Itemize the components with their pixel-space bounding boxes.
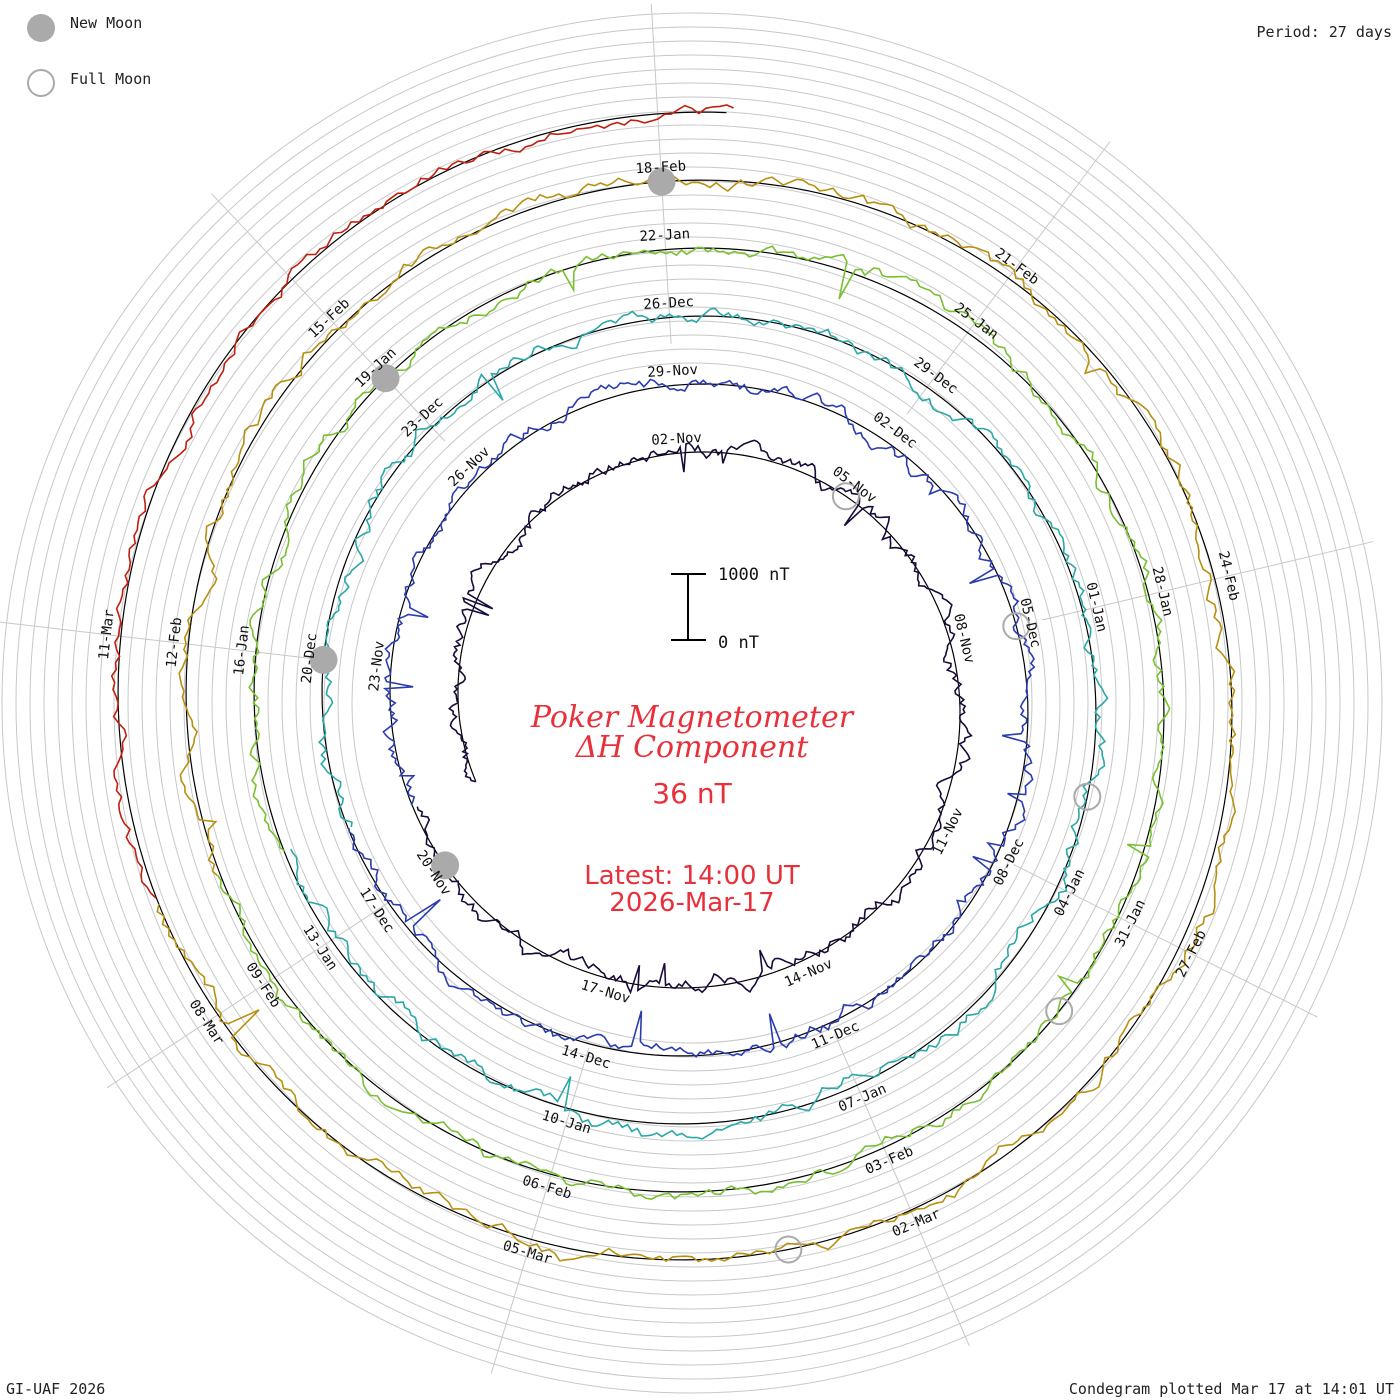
date-label: 21-Feb (992, 245, 1042, 288)
credit-label: GI-UAF 2026 (6, 1380, 106, 1398)
date-label: 11-Mar (96, 609, 118, 661)
date-label: 23-Nov (366, 640, 388, 692)
grid-ring (85, 96, 1299, 1310)
grid-ring (295, 306, 1089, 1100)
full-moon-marker (774, 1235, 803, 1264)
grid-ring (127, 138, 1257, 1268)
radial-spoke (106, 900, 392, 1089)
latest-date: 2026-Mar-17 (609, 888, 774, 918)
data-series-line (156, 175, 1237, 1263)
grid-ring (29, 40, 1355, 1366)
date-label: 23-Dec (399, 394, 447, 440)
baseline-spiral (117, 111, 1233, 1261)
center-text: Poker Magnetometer ΔH Component 36 nT La… (530, 700, 855, 918)
scale-bar-top-label: 1000 nT (718, 565, 790, 585)
grid-ring (15, 26, 1369, 1380)
date-label: 29-Nov (647, 362, 698, 381)
data-series-line (217, 245, 1171, 1201)
grid-ring (309, 320, 1075, 1086)
new-moon-marker (371, 364, 400, 393)
data-traces (110, 104, 1237, 1263)
date-label: 08-Mar (186, 997, 227, 1048)
full-moon-marker (1002, 612, 1031, 641)
new-moon-marker (647, 167, 676, 196)
date-label: 16-Jan (231, 624, 253, 676)
new-moon-legend-label: New Moon (70, 14, 143, 32)
full-moon-marker (831, 482, 860, 511)
full-moon-marker (1073, 782, 1102, 811)
grid-ring (323, 334, 1061, 1072)
date-label: 12-Feb (164, 616, 186, 668)
grid-ring (267, 278, 1117, 1128)
new-moon-icon (27, 14, 55, 42)
data-series-line (416, 439, 973, 995)
grid-ring (99, 110, 1285, 1296)
new-moon-marker (431, 851, 460, 880)
date-label: 27-Feb (1173, 928, 1210, 980)
grid-ring (281, 292, 1103, 1114)
date-label: 04-Jan (1051, 867, 1088, 919)
date-label: 11-Dec (809, 1018, 862, 1053)
chart-title-line1: Poker Magnetometer (530, 700, 855, 735)
date-label: 07-Jan (836, 1081, 889, 1116)
grid-ring (351, 362, 1033, 1044)
full-moon-icon (27, 69, 55, 97)
grid-ring (1, 12, 1383, 1394)
date-label: 06-Feb (520, 1173, 573, 1203)
radial-spoke (0, 621, 335, 662)
date-label: 26-Dec (643, 294, 694, 313)
date-label: 18-Feb (635, 158, 686, 177)
radial-spoke (1042, 541, 1374, 621)
grid-ring (169, 180, 1215, 1226)
radial-spokes (0, 4, 1374, 1374)
full-moon-legend-label: Full Moon (70, 70, 152, 88)
data-series-line (347, 378, 1036, 1058)
grid-ring (71, 82, 1313, 1324)
chart-title-line2: ΔH Component (575, 730, 809, 765)
grid-ring (337, 348, 1047, 1058)
date-label: 02-Nov (651, 430, 702, 449)
baseline-spiral-path (117, 111, 1233, 1261)
grid-ring (113, 124, 1271, 1282)
data-series-line (110, 104, 734, 899)
grid-ring (197, 208, 1187, 1198)
scale-bar: 1000 nT 0 nT (671, 565, 790, 653)
date-label: 05-Nov (829, 464, 879, 507)
grid-ring (57, 68, 1327, 1338)
date-label: 14-Nov (782, 956, 835, 991)
grid-ring (155, 166, 1229, 1240)
radial-spoke (490, 1047, 590, 1374)
full-moon-marker (1045, 997, 1074, 1026)
radial-spoke (211, 193, 446, 442)
grid-ring (225, 236, 1159, 1170)
period-label: Period: 27 days (1256, 23, 1392, 41)
date-label: 25-Jan (951, 300, 1001, 343)
data-series-line (290, 307, 1109, 1140)
date-label: 22-Jan (639, 226, 690, 245)
date-label: 15-Feb (305, 295, 353, 341)
date-label: 02-Dec (870, 409, 920, 452)
date-label: 20-Dec (299, 632, 321, 684)
grid-ring (43, 54, 1341, 1352)
plotted-timestamp: Condegram plotted Mar 17 at 14:01 UT (1068, 1380, 1394, 1398)
chart-scale-value: 36 nT (652, 777, 732, 810)
grid-rings (1, 12, 1383, 1394)
new-moon-marker (309, 645, 338, 674)
grid-ring (141, 152, 1243, 1254)
moon-markers (309, 167, 1102, 1264)
grid-ring (211, 222, 1173, 1184)
date-label: 31-Jan (1112, 897, 1149, 949)
radial-spoke (1013, 864, 1318, 1018)
latest-time: Latest: 14:00 UT (584, 861, 800, 891)
scale-bar-bottom-label: 0 nT (718, 633, 759, 653)
date-label: 10-Jan (540, 1108, 593, 1138)
